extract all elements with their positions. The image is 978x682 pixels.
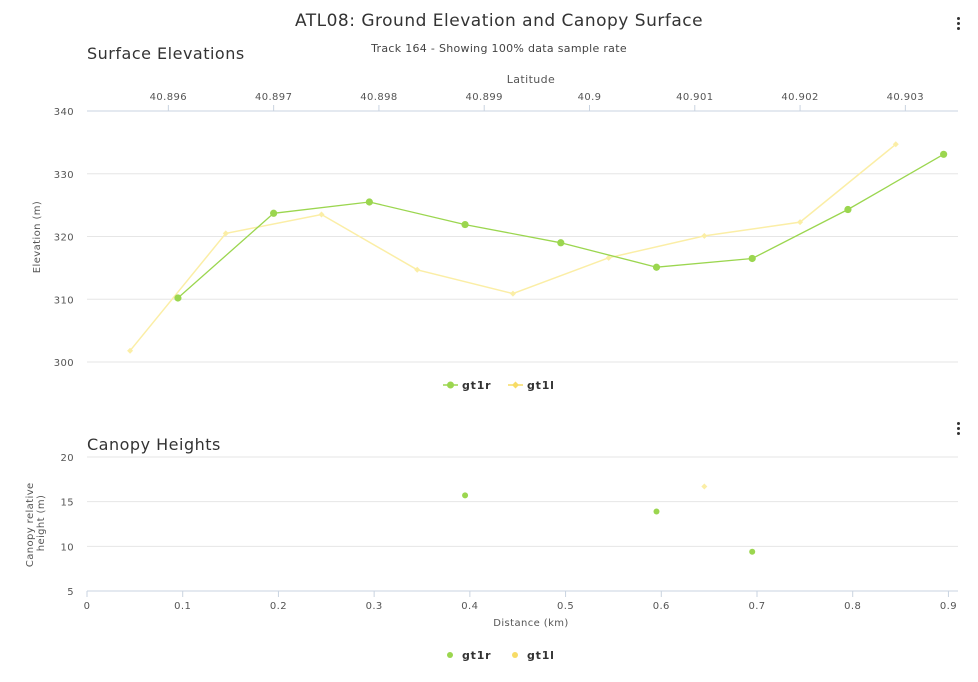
gt1r-elevation-point — [365, 198, 373, 206]
elevation-legend: gt1r gt1l — [443, 379, 555, 392]
gt1l-elevation-point — [701, 232, 708, 239]
canopy-legend: gt1r gt1l — [447, 649, 555, 662]
canopy-tick-label: 15 — [60, 498, 74, 509]
gt1r-canopy-point — [653, 508, 660, 515]
gt1r-elevation-point — [940, 150, 948, 158]
distance-tick-label: 0.9 — [940, 601, 957, 612]
gt1r-elevation-point — [557, 239, 565, 247]
gt1r-canopy-point — [462, 492, 469, 499]
elevation-tick-label: 300 — [54, 358, 74, 369]
gt1l-elevation-point — [797, 219, 804, 226]
gt1l-elevation-line — [129, 143, 897, 352]
canopy-chart-menu-icon[interactable] — [953, 421, 963, 437]
chart-menu-icon[interactable] — [953, 16, 963, 32]
gt1l-elevation-point — [222, 230, 229, 237]
legend-gt1l-label: gt1l — [527, 649, 555, 662]
canopy-height-axis-label: Canopy relative height (m) — [25, 479, 47, 567]
distance-tick-label: 0.6 — [653, 601, 670, 612]
gt1r-canopy-point — [749, 548, 756, 555]
elevation-tick-label: 320 — [54, 233, 74, 244]
legend-gt1r-marker — [447, 652, 453, 658]
legend-gt1r-label: gt1r — [462, 379, 491, 392]
gt1r-elevation-point — [844, 205, 852, 214]
legend-gt1l-marker — [512, 381, 519, 389]
surface-elevations-panel: Surface Elevations Latitude Elevation (m… — [32, 44, 958, 392]
distance-tick-label: 0 — [84, 601, 91, 612]
distance-tick-label: 0.3 — [366, 601, 383, 612]
latitude-tick-label: 40.897 — [255, 92, 292, 103]
legend-gt1l-marker — [512, 652, 518, 658]
gt1r-elevation-point — [270, 209, 278, 217]
canopy-height-axis-label-line2: height (m) — [36, 495, 47, 552]
latitude-tick-label: 40.901 — [676, 92, 713, 103]
chart-title: ATL08: Ground Elevation and Canopy Surfa… — [295, 11, 703, 31]
gt1l-elevation-point — [605, 254, 612, 261]
canopy-tick-label: 5 — [67, 587, 74, 598]
distance-tick-label: 0.4 — [461, 601, 478, 612]
chart-subtitle: Track 164 - Showing 100% data sample rat… — [370, 42, 627, 55]
gt1r-elevation-point — [174, 294, 182, 302]
legend-gt1r-label: gt1r — [462, 649, 491, 662]
elevation-tick-label: 310 — [54, 295, 74, 306]
legend-gt1l-label: gt1l — [527, 379, 555, 392]
gt1l-elevation-point — [127, 347, 134, 354]
canopy-height-axis-label-line1: Canopy relative — [25, 482, 36, 567]
latitude-tick-label: 40.903 — [887, 92, 924, 103]
distance-tick-label: 0.2 — [270, 601, 287, 612]
canopy-heights-panel: Canopy Heights Distance (km) Canopy rela… — [25, 435, 958, 662]
canopy-tick-label: 20 — [60, 453, 74, 464]
latitude-tick-label: 40.902 — [781, 92, 818, 103]
gt1l-elevation-point — [892, 141, 899, 148]
latitude-tick-label: 40.898 — [360, 92, 397, 103]
latitude-axis-label: Latitude — [507, 73, 555, 86]
latitude-tick-label: 40.896 — [150, 92, 187, 103]
gt1r-elevation-point — [652, 263, 661, 271]
gt1l-elevation-point — [509, 290, 516, 297]
distance-tick-label: 0.8 — [844, 601, 861, 612]
elevation-tick-label: 340 — [54, 107, 74, 118]
latitude-tick-label: 40.9 — [578, 92, 602, 103]
canopy-tick-label: 10 — [60, 542, 74, 553]
elevation-tick-label: 330 — [54, 170, 74, 181]
gt1r-elevation-point — [748, 254, 756, 263]
distance-axis-label: Distance (km) — [493, 618, 568, 629]
latitude-tick-label: 40.899 — [466, 92, 503, 103]
gt1l-elevation-point — [318, 211, 325, 218]
distance-tick-label: 0.5 — [557, 601, 574, 612]
elevation-axis-label: Elevation (m) — [32, 201, 43, 273]
distance-tick-label: 0.1 — [174, 601, 191, 612]
legend-gt1r-marker — [447, 381, 454, 389]
surface-elevations-title: Surface Elevations — [87, 44, 245, 63]
gt1r-elevation-point — [461, 220, 469, 229]
gt1l-elevation-point — [414, 266, 421, 273]
canopy-heights-title: Canopy Heights — [87, 435, 221, 454]
distance-tick-label: 0.7 — [748, 601, 765, 612]
gt1l-canopy-point — [701, 483, 708, 490]
